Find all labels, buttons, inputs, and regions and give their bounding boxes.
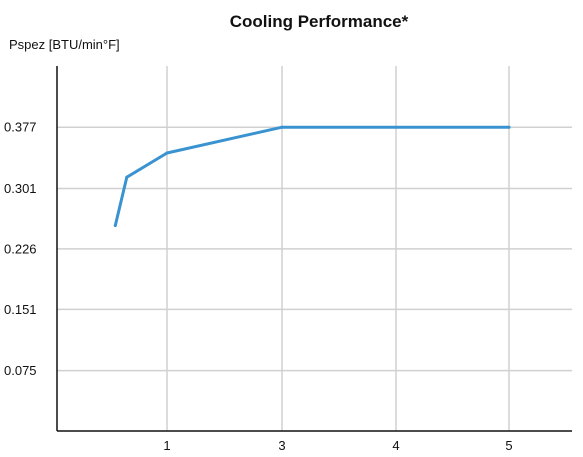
x-tick-label: 5 (505, 438, 512, 453)
data-point (125, 175, 129, 179)
series-line-0 (113, 125, 511, 227)
x-tick-labels: 1 3 4 5 (163, 438, 512, 453)
data-point (113, 224, 117, 228)
data-point (165, 151, 169, 155)
x-tick-label: 4 (392, 438, 399, 453)
chart-title: Cooling Performance* (230, 12, 409, 31)
y-tick-label: 0.226 (4, 241, 37, 256)
y-axis-label: Pspez [BTU/min°F] (9, 37, 120, 52)
y-tick-label: 0.377 (4, 120, 37, 135)
y-tick-label: 0.151 (4, 302, 37, 317)
axes (56, 66, 572, 432)
y-tick-label: 0.075 (4, 363, 37, 378)
x-tick-label: 1 (163, 438, 170, 453)
grid (57, 66, 572, 431)
data-point (507, 125, 511, 129)
y-tick-label: 0.301 (4, 181, 37, 196)
x-tick-label: 3 (278, 438, 285, 453)
y-tick-labels: 0.075 0.151 0.226 0.301 0.377 (4, 120, 37, 378)
data-point (280, 125, 284, 129)
series-layer (113, 125, 511, 228)
